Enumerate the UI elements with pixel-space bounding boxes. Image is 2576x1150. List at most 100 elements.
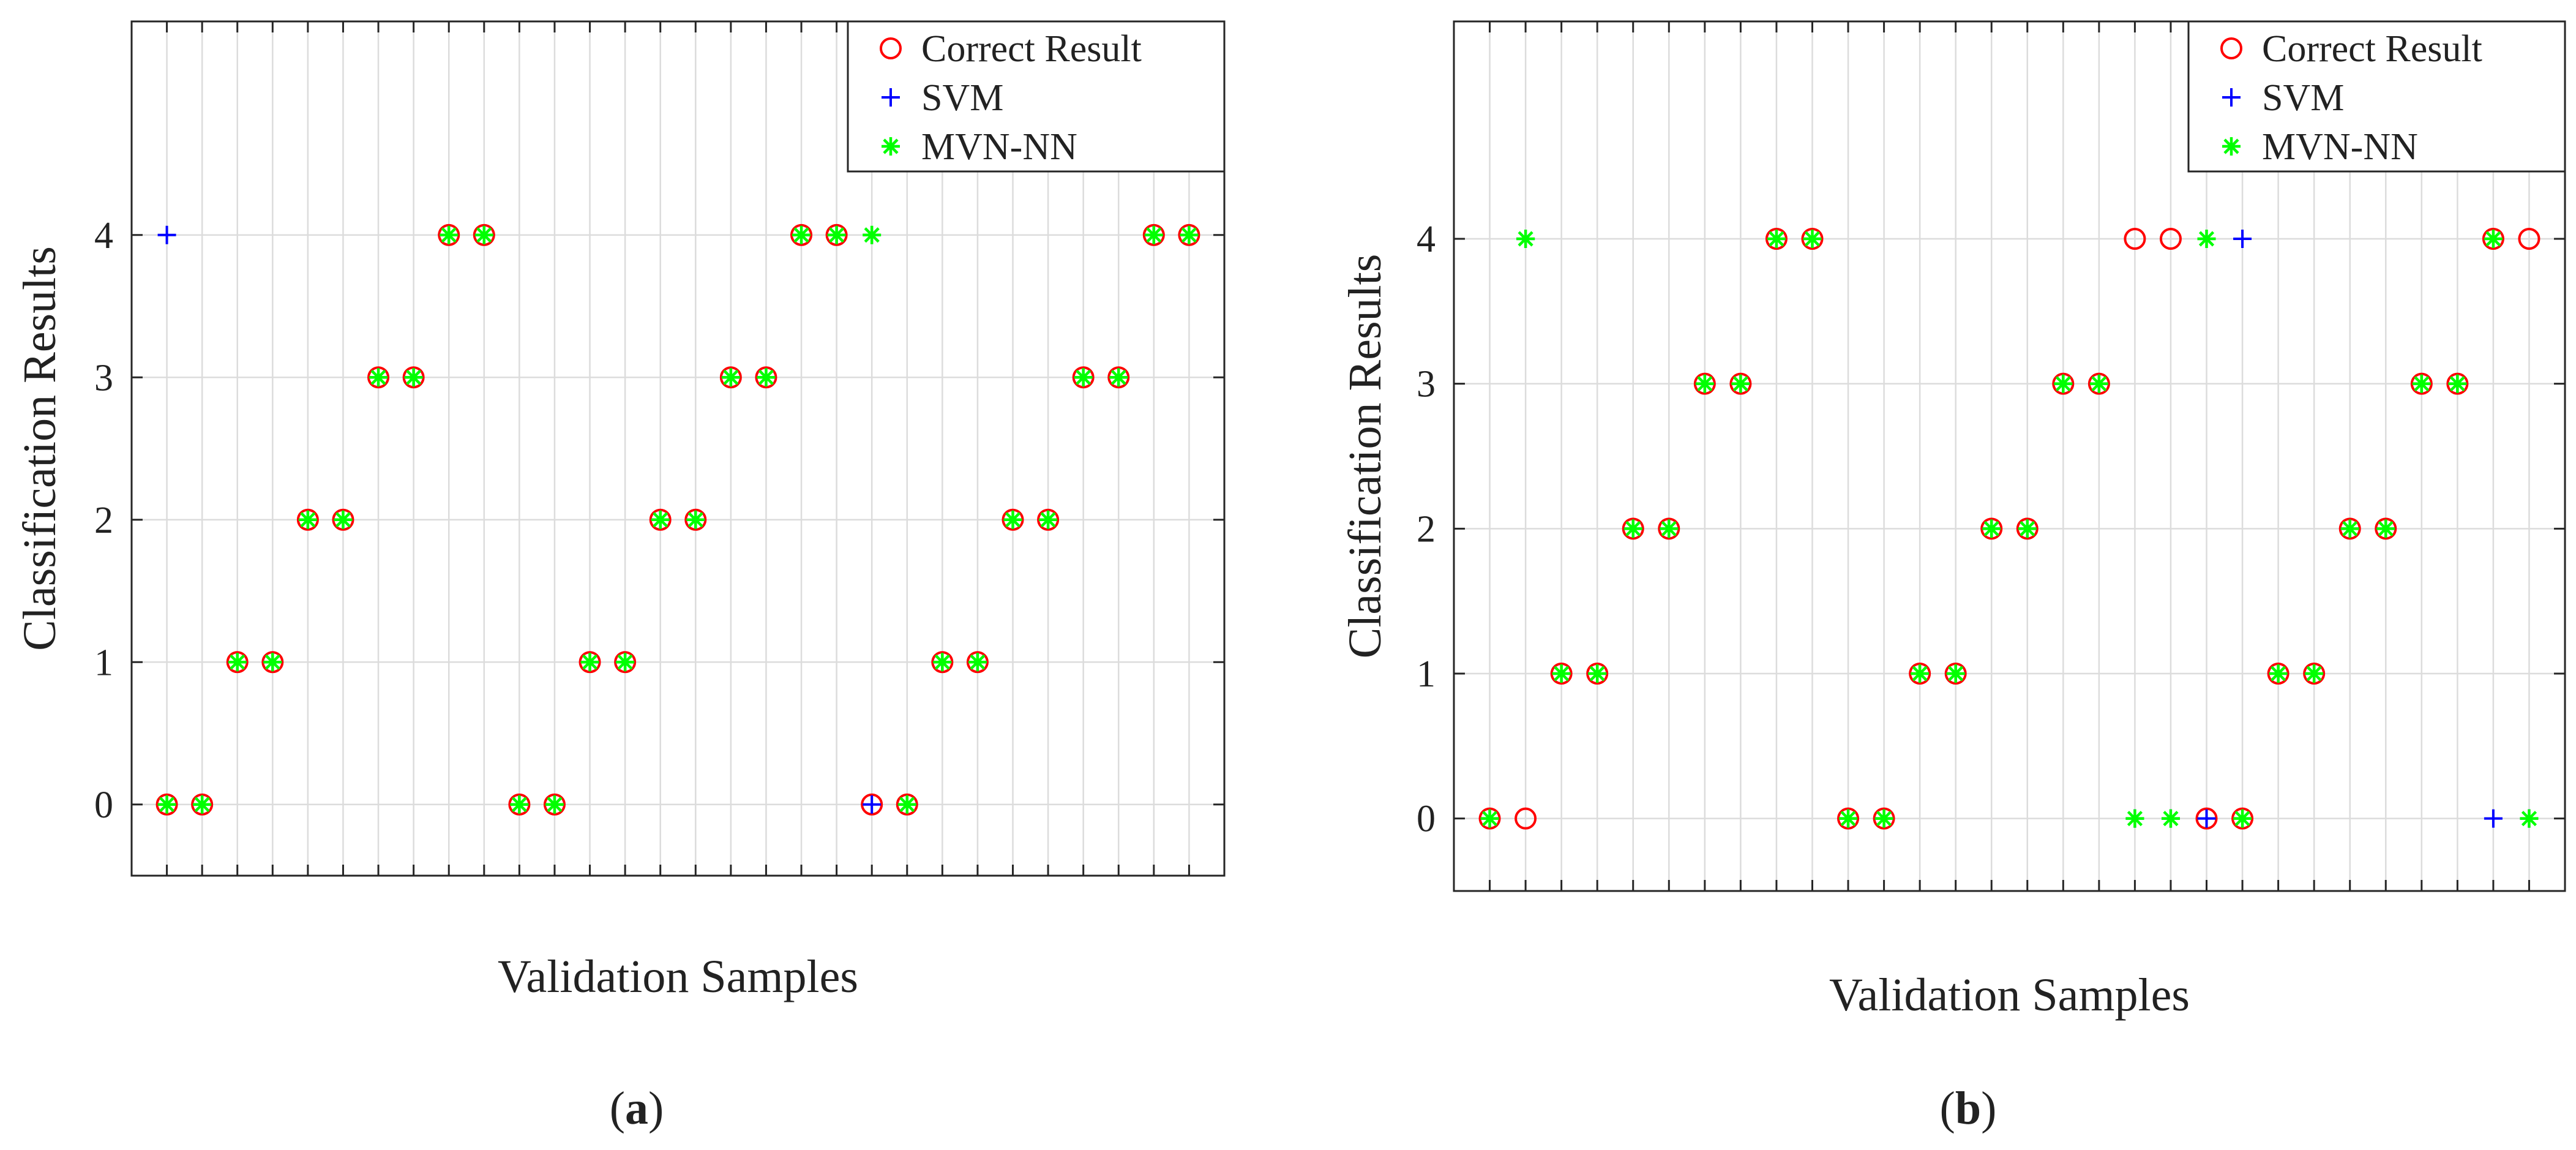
mvn-nn-marker [616, 653, 635, 672]
svm-marker [863, 795, 882, 814]
correct-result-marker [790, 224, 813, 246]
svm-marker [2484, 809, 2503, 828]
mvn-nn-marker [2340, 519, 2359, 538]
correct-result-marker [719, 366, 742, 389]
legend-box [2187, 20, 2566, 173]
mvn-nn-marker [2018, 519, 2037, 538]
y-tick-label: 2 [1417, 508, 1436, 550]
correct-result-marker [649, 508, 672, 531]
correct-result-marker [1478, 807, 1501, 830]
ticks: 0 1 2 3 4 [1417, 21, 2565, 891]
mvn-nn-marker [1911, 664, 1930, 683]
mvn-nn-marker [1480, 809, 1499, 828]
correct-result-marker [2016, 517, 2039, 540]
mvn-nn-marker [1074, 368, 1093, 387]
mvn-nn-marker [1144, 225, 1163, 244]
correct-result-marker [2087, 372, 2110, 395]
series-circle [1478, 228, 2540, 830]
correct-result-marker [155, 793, 178, 816]
chart-panel-a: 0 1 2 3 4 Correct Result SVM MVN-NN Validation S… [14, 20, 1226, 1134]
mvn-nn-marker [2233, 809, 2252, 828]
mvn-nn-marker [1874, 809, 1893, 828]
mvn-nn-marker [2054, 374, 2073, 393]
series-circle [155, 224, 1200, 816]
correct-result-marker [402, 366, 425, 389]
mvn-nn-marker [298, 510, 317, 529]
correct-result-marker [2195, 807, 2218, 830]
correct-result-marker [473, 224, 495, 246]
mvn-nn-marker [2305, 664, 2324, 683]
mvn-nn-marker [228, 653, 247, 672]
correct-result-marker [578, 651, 601, 674]
svm-marker [2233, 230, 2252, 248]
mvn-nn-marker [1946, 664, 1965, 683]
correct-result-marker [1873, 807, 1895, 830]
series-asterisk [157, 225, 1199, 814]
mvn-nn-marker [2448, 374, 2467, 393]
mvn-nn-marker [827, 225, 846, 244]
y-tick-label: 4 [94, 215, 113, 257]
correct-result-marker [1550, 663, 1573, 685]
correct-result-marker [861, 793, 883, 816]
y-tick-label: 3 [1417, 364, 1436, 405]
correct-result-marker [755, 366, 777, 389]
panel-label: (a) [610, 1083, 664, 1134]
correct-result-marker [1801, 228, 1824, 250]
mvn-nn-marker [1516, 230, 1535, 248]
correct-result-marker [2482, 228, 2504, 250]
mvn-nn-marker [1003, 510, 1022, 529]
mvn-nn-marker [1552, 664, 1571, 683]
mvn-nn-marker [1039, 510, 1058, 529]
mvn-nn-marker [474, 225, 493, 244]
ticks: 0 1 2 3 4 [94, 21, 1224, 876]
y-tick-label: 3 [94, 357, 113, 399]
mvn-nn-marker [863, 225, 882, 244]
mvn-nn-marker [792, 225, 811, 244]
correct-result-marker [1729, 372, 1752, 395]
panel-label: (b) [1940, 1083, 1997, 1134]
mvn-nn-marker [2484, 230, 2503, 248]
correct-result-marker [1980, 517, 2003, 540]
correct-result-marker [1037, 508, 1060, 531]
correct-result-marker [966, 651, 989, 674]
mvn-nn-marker [263, 653, 282, 672]
mvn-nn-marker [2412, 374, 2431, 393]
correct-result-marker [226, 651, 249, 674]
mvn-nn-marker [2125, 809, 2144, 828]
mvn-nn-marker [1695, 374, 1714, 393]
legend-entry-label: SVM [921, 77, 1003, 119]
correct-result-marker [2375, 517, 2397, 540]
mvn-nn-marker [721, 368, 740, 387]
correct-result-marker [438, 224, 460, 246]
svm-marker [2197, 809, 2216, 828]
y-tick-label: 0 [1417, 799, 1436, 840]
correct-result-marker [2052, 372, 2075, 395]
mvn-nn-marker [968, 653, 987, 672]
mvn-nn-marker [334, 510, 353, 529]
mvn-nn-marker [2269, 664, 2288, 683]
chart-panel-b: 0 1 2 3 4 Correct Result SVM MVN-NN Validation S… [1339, 20, 2566, 1134]
svm-marker [157, 225, 176, 244]
correct-result-marker [684, 508, 707, 531]
mvn-nn-marker [193, 795, 212, 814]
correct-result-marker [2446, 372, 2469, 395]
legend-entry-label: SVM [2262, 77, 2344, 119]
y-tick-label: 1 [1417, 653, 1436, 695]
series-asterisk [1480, 230, 2539, 828]
correct-result-marker [367, 366, 390, 389]
correct-result-marker [1142, 224, 1165, 246]
correct-result-marker [1658, 517, 1680, 540]
legend-svm-marker [882, 88, 900, 107]
y-tick-label: 1 [94, 642, 113, 683]
mvn-nn-marker [1588, 664, 1607, 683]
correct-result-marker [2231, 807, 2254, 830]
correct-result-marker [614, 651, 637, 674]
correct-result-marker [825, 224, 848, 246]
correct-result-marker [931, 651, 954, 674]
mvn-nn-marker [1623, 519, 1642, 538]
correct-result-marker [2303, 663, 2326, 685]
mvn-nn-marker [404, 368, 423, 387]
legend-box [847, 20, 1226, 173]
mvn-nn-marker [440, 225, 459, 244]
mvn-nn-marker [1803, 230, 1822, 248]
